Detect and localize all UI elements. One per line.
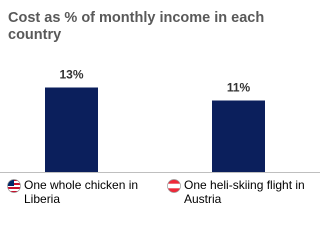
chart: 13% 11% bbox=[0, 68, 320, 193]
flag-austria bbox=[167, 179, 181, 193]
value-label: 13% bbox=[59, 68, 83, 82]
value-label: 11% bbox=[227, 81, 251, 95]
chart-title: Cost as % of monthly income in each coun… bbox=[8, 10, 265, 43]
x-tick-label: One whole chicken in Liberia bbox=[24, 178, 139, 206]
bar bbox=[212, 100, 265, 172]
bar bbox=[45, 87, 98, 172]
x-tick-label: One heli-skiing flight in Austria bbox=[184, 178, 305, 206]
page: {"chart_data": {"type": "bar", "title": … bbox=[0, 10, 320, 206]
flag-liberia bbox=[7, 179, 21, 193]
